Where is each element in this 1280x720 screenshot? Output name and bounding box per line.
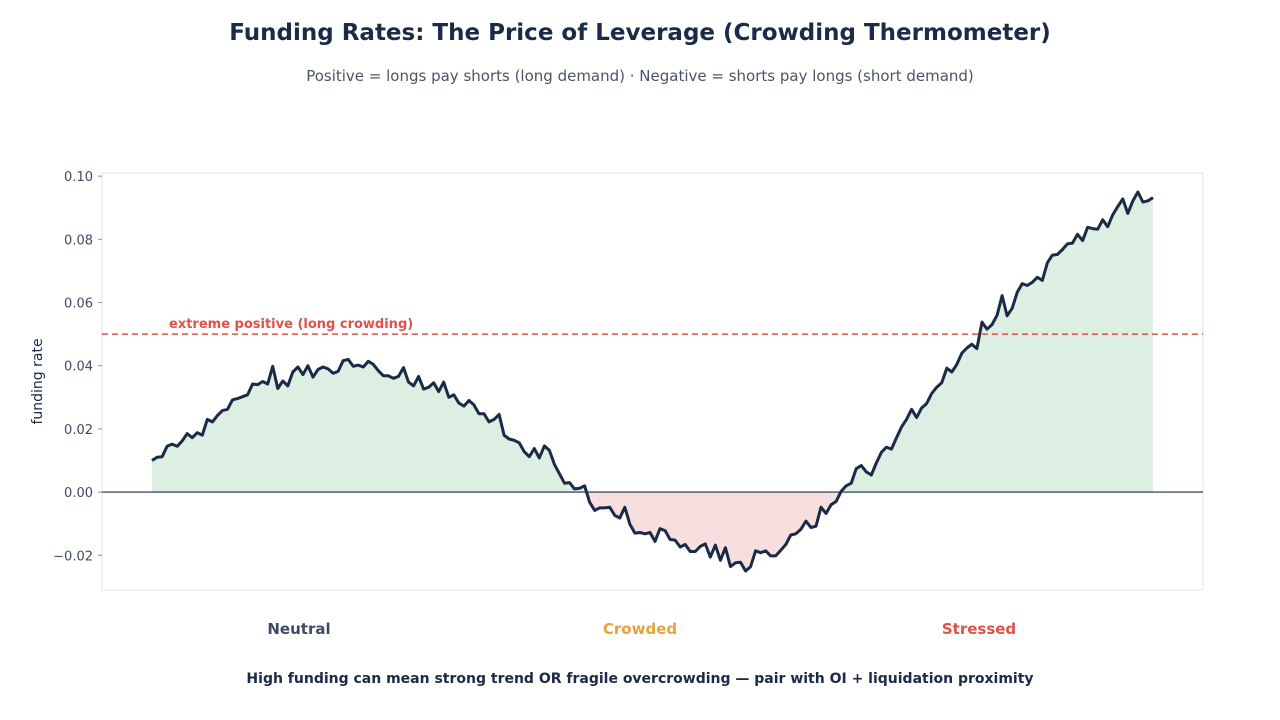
negative-funding-area <box>586 492 841 571</box>
y-tick-label: 0.04 <box>64 360 93 375</box>
threshold-label: extreme positive (long crowding) <box>169 317 413 332</box>
y-axis-label: funding rate <box>30 338 46 424</box>
funding-rate-line <box>151 190 1154 573</box>
y-tick-label: −0.02 <box>53 549 93 564</box>
footer-note: High funding can mean strong trend OR fr… <box>246 671 1034 687</box>
positive-funding-area <box>840 192 1153 493</box>
y-tick-label: 0.08 <box>64 233 93 248</box>
plot-frame <box>101 172 1204 591</box>
chart-title: Funding Rates: The Price of Leverage (Cr… <box>229 20 1051 46</box>
regime-label-stressed: Stressed <box>941 620 1017 638</box>
regime-label-neutral: Neutral <box>267 620 331 638</box>
y-tick-label: 0.10 <box>64 170 93 185</box>
y-tick-label: 0.02 <box>64 423 93 438</box>
y-tick-label: 0.06 <box>64 297 93 312</box>
regime-label-crowded: Crowded <box>602 620 678 638</box>
positive-funding-area <box>152 359 587 493</box>
y-tick-label: 0.00 <box>64 486 93 501</box>
chart-subtitle: Positive = longs pay shorts (long demand… <box>306 67 974 85</box>
